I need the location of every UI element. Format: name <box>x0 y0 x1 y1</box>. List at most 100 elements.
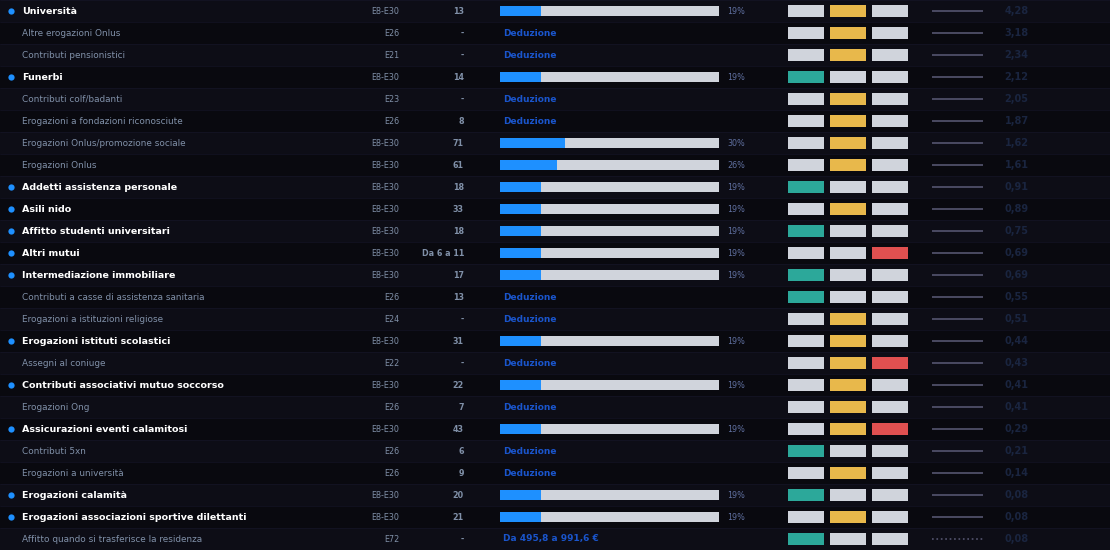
Bar <box>500 381 542 389</box>
Text: E24: E24 <box>384 315 400 323</box>
Text: Contributi associativi mutuo soccorso: Contributi associativi mutuo soccorso <box>22 381 224 389</box>
Bar <box>500 249 542 257</box>
Bar <box>830 158 866 172</box>
Text: E8-E30: E8-E30 <box>372 73 400 81</box>
Text: 0,55: 0,55 <box>1005 292 1029 302</box>
Bar <box>0 352 1110 374</box>
Text: E8-E30: E8-E30 <box>372 271 400 279</box>
Text: 20: 20 <box>453 491 464 499</box>
Bar <box>872 48 908 62</box>
Bar <box>500 183 719 191</box>
Bar <box>830 268 866 282</box>
Bar <box>872 444 908 458</box>
Text: Contributi a casse di assistenza sanitaria: Contributi a casse di assistenza sanitar… <box>22 293 204 301</box>
Bar <box>788 532 824 546</box>
Text: Deduzione: Deduzione <box>503 447 556 455</box>
Text: E8-E30: E8-E30 <box>372 249 400 257</box>
Text: -: - <box>461 29 464 37</box>
Text: Asili nido: Asili nido <box>22 205 71 213</box>
Bar <box>872 510 908 524</box>
Text: 61: 61 <box>453 161 464 169</box>
Text: E26: E26 <box>384 117 400 125</box>
Text: E22: E22 <box>384 359 400 367</box>
Bar <box>872 290 908 304</box>
Bar <box>872 400 908 414</box>
Text: 0,43: 0,43 <box>1005 358 1029 368</box>
Bar <box>788 422 824 436</box>
Bar <box>830 488 866 502</box>
Text: 19%: 19% <box>727 491 745 499</box>
Bar <box>830 312 866 326</box>
Bar <box>788 312 824 326</box>
Text: Erogazioni a istituzioni religiose: Erogazioni a istituzioni religiose <box>22 315 163 323</box>
Text: Deduzione: Deduzione <box>503 95 556 103</box>
Text: Da 6 a 11: Da 6 a 11 <box>422 249 464 257</box>
Bar <box>500 227 719 235</box>
Text: E26: E26 <box>384 447 400 455</box>
Bar <box>500 161 719 169</box>
Bar <box>872 202 908 216</box>
Text: Deduzione: Deduzione <box>503 359 556 367</box>
Text: 19%: 19% <box>727 337 745 345</box>
Bar <box>0 440 1110 462</box>
Text: E8-E30: E8-E30 <box>372 139 400 147</box>
Bar <box>0 0 1110 22</box>
Bar <box>500 139 565 147</box>
Text: 30%: 30% <box>727 139 745 147</box>
Text: Intermediazione immobiliare: Intermediazione immobiliare <box>22 271 175 279</box>
Text: E8-E30: E8-E30 <box>372 205 400 213</box>
Text: Erogazioni a fondazioni riconosciute: Erogazioni a fondazioni riconosciute <box>22 117 183 125</box>
Bar <box>872 422 908 436</box>
Bar <box>0 110 1110 132</box>
Bar <box>0 418 1110 440</box>
Text: 19%: 19% <box>727 425 745 433</box>
Bar <box>830 444 866 458</box>
Text: Assegni al coniuge: Assegni al coniuge <box>22 359 105 367</box>
Bar <box>830 466 866 480</box>
Bar <box>500 271 719 279</box>
Text: 1,62: 1,62 <box>1005 138 1029 148</box>
Text: Assicurazioni eventi calamitosi: Assicurazioni eventi calamitosi <box>22 425 188 433</box>
Bar <box>830 246 866 260</box>
Text: 0,21: 0,21 <box>1005 446 1029 456</box>
Bar <box>500 205 542 213</box>
Bar <box>788 26 824 40</box>
Text: E8-E30: E8-E30 <box>372 425 400 433</box>
Bar <box>500 227 542 235</box>
Bar <box>0 132 1110 154</box>
Text: 19%: 19% <box>727 7 745 15</box>
Bar <box>872 312 908 326</box>
Text: 1,61: 1,61 <box>1005 160 1029 170</box>
Bar <box>0 462 1110 484</box>
Text: 0,75: 0,75 <box>1005 226 1029 236</box>
Bar <box>872 136 908 150</box>
Text: 19%: 19% <box>727 227 745 235</box>
Text: 0,69: 0,69 <box>1005 248 1029 258</box>
Text: Deduzione: Deduzione <box>503 117 556 125</box>
Bar <box>830 202 866 216</box>
Bar <box>872 4 908 18</box>
Text: Affitto studenti universitari: Affitto studenti universitari <box>22 227 170 235</box>
Text: Erogazioni istituti scolastici: Erogazioni istituti scolastici <box>22 337 171 345</box>
Bar <box>500 491 542 499</box>
Bar <box>788 246 824 260</box>
Bar <box>872 26 908 40</box>
Text: 0,41: 0,41 <box>1005 402 1029 412</box>
Text: Deduzione: Deduzione <box>503 29 556 37</box>
Bar <box>830 290 866 304</box>
Text: 43: 43 <box>453 425 464 433</box>
Text: E72: E72 <box>384 535 400 543</box>
Text: 0,14: 0,14 <box>1005 468 1029 478</box>
Text: 9: 9 <box>458 469 464 477</box>
Text: -: - <box>461 95 464 103</box>
Bar <box>500 513 719 521</box>
Bar <box>872 488 908 502</box>
Text: 19%: 19% <box>727 381 745 389</box>
Text: Contributi 5xn: Contributi 5xn <box>22 447 87 455</box>
Text: E8-E30: E8-E30 <box>372 183 400 191</box>
Bar <box>872 92 908 106</box>
Bar <box>500 425 719 433</box>
Bar <box>0 308 1110 330</box>
Bar <box>0 330 1110 352</box>
Text: 19%: 19% <box>727 249 745 257</box>
